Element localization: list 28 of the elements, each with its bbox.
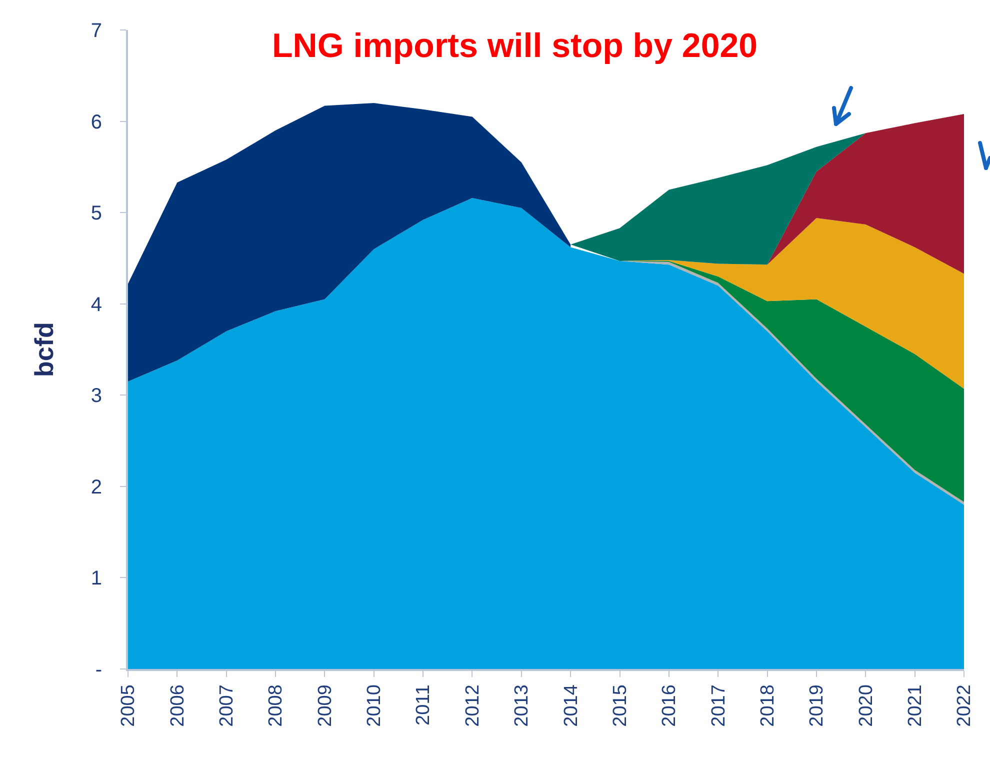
x-tick-label: 2005 — [118, 684, 140, 727]
y-tick-label: 4 — [90, 294, 102, 316]
x-tick-label: 2022 — [954, 684, 976, 727]
x-tick-label: 2018 — [757, 684, 778, 727]
x-tick-label: 2017 — [708, 684, 730, 727]
y-tick-label: 2 — [90, 476, 102, 498]
y-axis-title: bcfd — [28, 322, 59, 377]
x-tick-label: 2007 — [216, 684, 238, 727]
y-tick-label: 7 — [90, 20, 102, 42]
y-tick-label: - — [95, 659, 102, 681]
x-tick-label: 2020 — [856, 684, 877, 727]
x-tick-label: 2013 — [512, 684, 533, 727]
x-tick-label: 2012 — [462, 684, 484, 727]
x-tick-label: 2009 — [314, 684, 336, 727]
y-tick-label: 6 — [90, 111, 102, 134]
x-tick-label: 2021 — [904, 684, 926, 727]
x-tick-label: 2011 — [413, 684, 434, 726]
x-tick-label: 2008 — [266, 684, 287, 727]
y-tick-label: 5 — [90, 202, 102, 225]
x-tick-label: 2010 — [364, 684, 386, 727]
x-tick-label: 2019 — [806, 684, 828, 727]
y-tick-label: 1 — [90, 568, 102, 590]
x-tick-label: 2015 — [610, 684, 631, 727]
x-tick-label: 2006 — [167, 684, 188, 727]
y-tick-label: 3 — [90, 385, 102, 408]
x-tick-label: 2016 — [659, 684, 680, 727]
chart-title: LNG imports will stop by 2020 — [272, 26, 758, 65]
x-tick-label: 2014 — [560, 684, 582, 727]
